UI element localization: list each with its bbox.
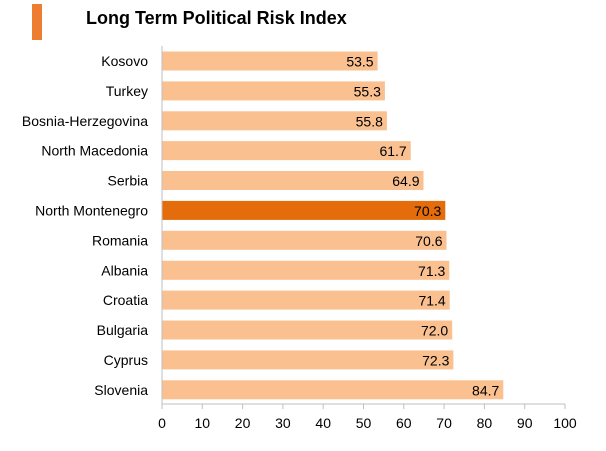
bar-croatia	[162, 290, 450, 310]
value-label: 70.6	[415, 233, 442, 249]
bar-romania	[162, 230, 447, 250]
x-tick-label: 100	[553, 415, 577, 431]
x-tick-label: 60	[396, 415, 412, 431]
bar-kosovo	[162, 51, 378, 71]
value-label: 71.3	[418, 263, 445, 279]
category-label: Bulgaria	[97, 322, 149, 338]
value-labels-group: 53.5 55.3 55.8 61.7 64.9 70.3 70.6 71.3 71.4 72.0…	[346, 54, 499, 399]
x-tick-label: 30	[275, 415, 291, 431]
category-labels-group: Kosovo Turkey Bosnia-Herzegovina North Mace…	[22, 53, 148, 398]
bar-cyprus	[162, 350, 454, 370]
category-label: Cyprus	[104, 352, 148, 368]
x-tick-label: 20	[235, 415, 251, 431]
bar-slovenia	[162, 380, 504, 400]
category-label: Turkey	[106, 83, 148, 99]
value-label: 64.9	[392, 173, 419, 189]
category-label: Romania	[92, 232, 148, 248]
value-label: 72.0	[421, 323, 448, 339]
value-label: 55.8	[356, 113, 383, 129]
value-label: 70.3	[414, 203, 441, 219]
bar-albania	[162, 260, 450, 280]
chart-title: Long Term Political Risk Index	[86, 8, 347, 28]
category-label: Albania	[101, 262, 148, 278]
x-tick-label: 90	[517, 415, 533, 431]
category-label: North Montenegro	[35, 202, 148, 218]
value-label: 71.4	[418, 293, 445, 309]
bars-group	[162, 51, 504, 400]
value-label: 53.5	[346, 54, 373, 70]
x-tick-label: 70	[436, 415, 452, 431]
x-tick-label: 50	[356, 415, 372, 431]
category-label: Serbia	[108, 173, 149, 189]
x-tick-label: 10	[195, 415, 211, 431]
category-label: Croatia	[103, 292, 148, 308]
value-label: 61.7	[379, 143, 406, 159]
bar-north-montenegro	[162, 200, 446, 220]
category-label: Slovenia	[94, 382, 148, 398]
x-axis: 0 10 20 30 40 50 60 70 80 90 100	[158, 46, 577, 431]
value-label: 72.3	[422, 352, 449, 368]
value-label: 55.3	[354, 83, 381, 99]
bar-turkey	[162, 81, 385, 101]
bar-bulgaria	[162, 320, 453, 340]
x-tick-label: 80	[477, 415, 493, 431]
bar-north-macedonia	[162, 141, 411, 161]
category-label: Kosovo	[101, 53, 148, 69]
category-label: Bosnia-Herzegovina	[22, 113, 148, 129]
x-tick-label: 40	[315, 415, 331, 431]
x-tick-label: 0	[158, 415, 166, 431]
bar-serbia	[162, 171, 424, 190]
value-label: 84.7	[472, 382, 499, 398]
bar-bosnia-herzegovina	[162, 111, 387, 131]
title-accent-bar	[32, 4, 42, 40]
category-label: North Macedonia	[41, 143, 148, 159]
